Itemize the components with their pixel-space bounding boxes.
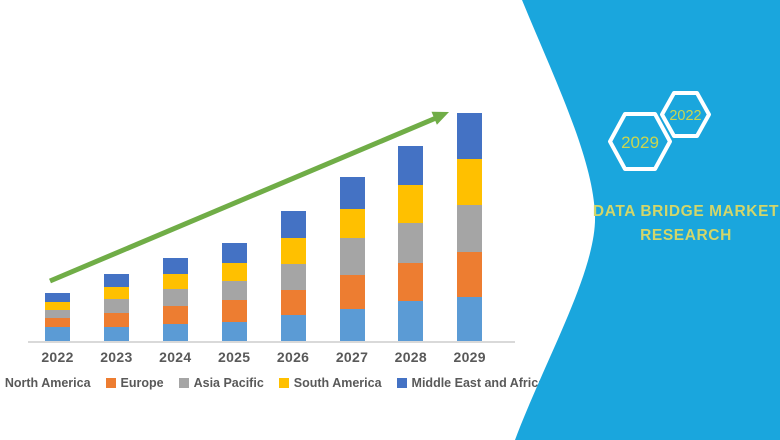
bar-segment-europe: [339, 275, 365, 309]
bar-segment-asia-pacific: [221, 281, 247, 300]
bar-segment-europe: [45, 318, 70, 327]
bar-segment-south-america: [162, 274, 188, 289]
bar-segment-middle-east-and-africa: [280, 211, 306, 238]
bar-segment-middle-east-and-africa: [45, 293, 70, 302]
legend-item-north-america: North America: [0, 376, 91, 390]
hexagon-2029-label: 2029: [621, 133, 659, 152]
stacked-bar-2022: [45, 293, 70, 341]
bar-segment-asia-pacific: [457, 205, 483, 252]
bar-segment-north-america: [45, 327, 70, 341]
stacked-bar-2023: [103, 274, 129, 341]
bar-segment-south-america: [339, 209, 365, 238]
bar-segment-asia-pacific: [339, 238, 365, 275]
bar-segment-europe: [398, 263, 424, 301]
trend-arrow-shaft: [49, 115, 437, 284]
legend-item-europe: Europe: [105, 376, 164, 390]
legend-swatch-europe: [105, 378, 116, 388]
bar-segment-south-america: [103, 287, 129, 299]
brand-name-line2: RESEARCH: [640, 227, 732, 244]
x-tick-label-2025: 2025: [218, 349, 251, 365]
bar-segment-europe: [280, 290, 306, 315]
stacked-bar-2028: [398, 146, 424, 341]
x-tick-label-2028: 2028: [394, 349, 427, 365]
bar-segment-north-america: [457, 297, 483, 341]
bar-segment-north-america: [280, 315, 306, 341]
stacked-bar-2025: [221, 243, 247, 341]
bar-segment-middle-east-and-africa: [398, 146, 424, 185]
bar-segment-europe: [221, 300, 247, 322]
bar-segment-south-america: [280, 238, 306, 264]
legend-swatch-asia-pacific: [178, 378, 189, 388]
bar-segment-europe: [103, 313, 129, 327]
legend-item-asia-pacific: Asia Pacific: [178, 376, 264, 390]
x-tick-label-2023: 2023: [100, 349, 133, 365]
legend-label-middle-east-and-africa: Middle East and Africa: [411, 376, 546, 390]
hexagon-2029: [608, 112, 672, 171]
bar-segment-asia-pacific: [45, 310, 70, 318]
bar-segment-south-america: [45, 302, 70, 310]
x-tick-label-2027: 2027: [335, 349, 369, 365]
stacked-bar-2026: [280, 211, 306, 341]
legend-label-europe: Europe: [120, 376, 164, 390]
side-panel-background: [515, 0, 780, 440]
hexagon-2022-label: 2022: [669, 108, 701, 124]
legend-label-south-america: South America: [293, 376, 382, 390]
bar-segment-north-america: [103, 327, 129, 341]
legend-item-middle-east-and-africa: Middle East and Africa: [396, 376, 546, 390]
bar-segment-north-america: [221, 322, 247, 341]
trend-arrow-head: [431, 111, 449, 125]
bar-segment-middle-east-and-africa: [339, 177, 365, 209]
bar-segment-south-america: [398, 185, 424, 223]
bar-segment-middle-east-and-africa: [457, 113, 483, 159]
bar-segment-north-america: [398, 301, 424, 341]
bar-segment-middle-east-and-africa: [221, 243, 247, 263]
stacked-bar-2027: [339, 177, 365, 341]
bar-segment-asia-pacific: [103, 299, 129, 313]
bar-segment-north-america: [339, 309, 365, 341]
trend-arrow: [49, 111, 449, 284]
bar-segment-europe: [162, 306, 188, 324]
bars-container: [45, 113, 483, 341]
bar-segment-south-america: [221, 263, 247, 281]
x-axis-line: [28, 341, 515, 343]
bar-segment-south-america: [457, 159, 483, 205]
bar-segment-north-america: [162, 324, 188, 341]
legend-label-north-america: North America: [4, 376, 91, 390]
legend-swatch-middle-east-and-africa: [396, 378, 407, 388]
legend-item-south-america: South America: [278, 376, 382, 390]
bar-segment-middle-east-and-africa: [103, 274, 129, 287]
x-tick-label-2022: 2022: [41, 349, 74, 365]
legend-swatch-south-america: [278, 378, 289, 388]
bar-segment-asia-pacific: [280, 264, 306, 290]
x-tick-label-2026: 2026: [276, 349, 310, 365]
legend: North America Europe Asia Pacific South Ame…: [5, 374, 545, 392]
bar-segment-asia-pacific: [398, 223, 424, 263]
bar-segment-asia-pacific: [162, 289, 188, 306]
x-tick-label-2029: 2029: [453, 349, 486, 365]
hexagon-2022: [660, 91, 711, 138]
x-tick-label-2024: 2024: [159, 349, 192, 365]
bar-segment-middle-east-and-africa: [162, 258, 188, 274]
stacked-bar-2024: [162, 258, 188, 341]
legend-label-asia-pacific: Asia Pacific: [193, 376, 264, 390]
bar-segment-europe: [457, 252, 483, 297]
stacked-bar-2029: [457, 113, 483, 341]
brand-name-line1: DATA BRIDGE MARKET: [593, 203, 779, 220]
x-axis-labels: 2022 2023 2024 2025 2026 2027 2028 2029: [0, 349, 520, 367]
stacked-bar-chart: 2022 2023 2024 2025 2026 2027 2028 2029 North A…: [0, 111, 545, 392]
